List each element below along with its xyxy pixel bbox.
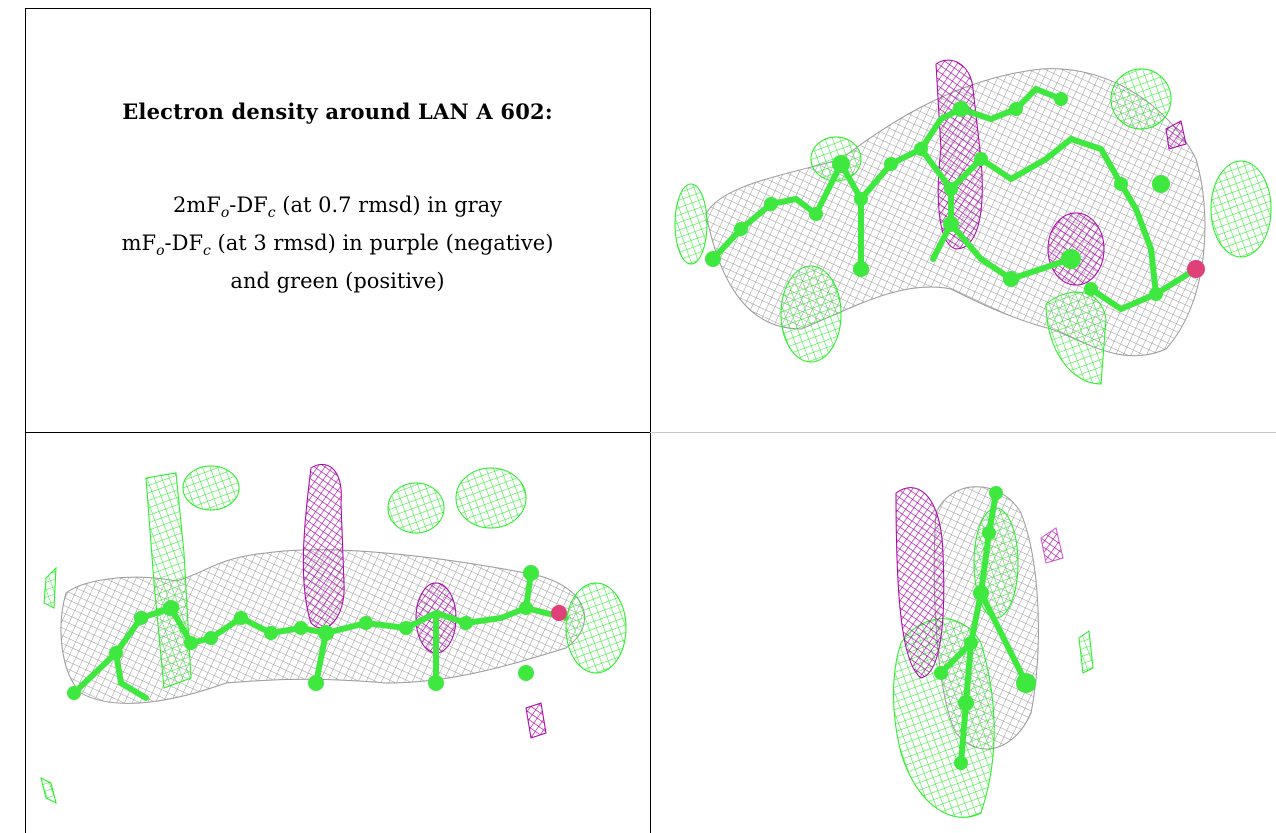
density-render-3 [893,486,1094,818]
table-middle-divider-left [25,432,650,433]
legend-line-positive: and green (positive) [230,269,445,294]
positive-mesh [455,467,527,529]
caption-cell: Electron density around LAN A 602: 2mFo-… [25,8,650,432]
positive-mesh [40,777,57,804]
table-top-border [25,8,650,9]
negative-mesh [525,702,547,739]
positive-mesh [43,566,57,609]
positive-mesh [780,265,842,363]
caption-heading: Electron density around LAN A 602: [122,99,553,124]
positive-mesh [1210,160,1272,258]
positive-mesh [1078,630,1094,674]
positive-mesh [145,472,192,689]
negative-mesh [895,487,945,679]
density-render-2 [40,463,627,804]
negative-mesh [1165,120,1187,150]
positive-mesh [1110,68,1172,130]
legend-line-2fofc: 2mFo-DFc (at 0.7 rmsd) in gray [172,193,503,222]
ligand-atoms [67,565,539,700]
positive-mesh [565,582,627,674]
density-render-1 [674,59,1272,385]
oxygen-atom [551,605,567,621]
positive-mesh [674,183,708,265]
positive-mesh [387,482,445,534]
density-view-top-right [651,9,1276,432]
negative-mesh [935,59,983,250]
legend-line-fofc: mFo-DFc (at 3 rmsd) in purple (negative) [121,231,554,260]
positive-mesh [182,465,240,511]
oxygen-atom [1187,260,1205,278]
density-view-bottom-left [26,433,650,833]
positive-mesh [1045,291,1107,385]
negative-mesh [1047,212,1105,286]
table-middle-divider-right [650,432,1276,433]
negative-mesh [1040,527,1064,564]
table-center-divider [650,8,651,833]
table-left-border [25,8,26,833]
density-view-bottom-right [651,433,1276,833]
ligand-atoms [705,92,1170,301]
negative-mesh [302,463,345,629]
ligand-atoms [934,486,1036,770]
density-legend: 2mFo-DFc (at 0.7 rmsd) in gray mFo-DFc (… [122,190,554,296]
